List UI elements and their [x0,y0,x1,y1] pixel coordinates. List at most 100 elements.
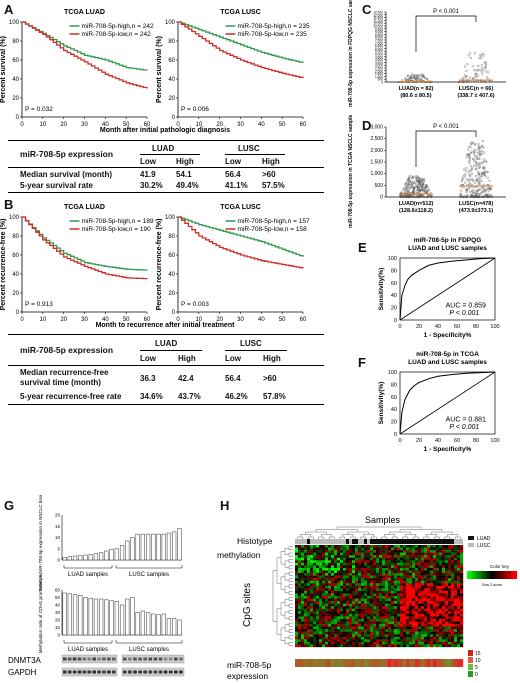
heatmap-cell [418,626,422,630]
heatmap-cell [451,552,455,556]
heatmap-cell [442,583,446,587]
heatmap-cell [388,636,392,640]
heatmap-cell [415,606,419,609]
data-point [477,173,480,176]
heatmap-cell [304,575,308,579]
data-point [418,178,421,181]
heatmap-cell [424,639,428,643]
heatmap-cell [316,588,320,592]
heatmap-cell [451,570,455,574]
heatmap-cell [307,593,311,597]
heatmap-cell [406,603,410,607]
heatmap-cell [337,629,341,632]
heatmap-cell [301,590,305,594]
cell: 42.4 [178,374,194,383]
histotype-cell [367,539,370,544]
heatmap-cell [436,639,440,643]
heatmap-cell [295,585,299,589]
heatmap-cell [355,634,359,638]
heatmap-cell [400,636,404,640]
heatmap-cell [307,568,311,571]
heatmap-cell [298,583,302,587]
heatmap-cell [307,606,311,609]
heatmap-cell [406,611,410,615]
heatmap-cell [400,552,404,556]
heatmap-cell [325,578,329,581]
y-tick-label: 40 [168,272,175,278]
blot-band [148,657,153,661]
heatmap-cell [385,636,389,640]
heatmap-cell [394,596,398,599]
heatmap-cell [358,596,362,599]
heatmap-cell [418,575,422,579]
heatmap-cell [406,644,410,648]
heatmap-cell [373,568,377,571]
heatmap-cell [421,585,425,589]
heatmap-cell [427,560,431,564]
blot-band [67,657,72,661]
heatmap-cell [385,560,389,564]
data-point [404,195,407,198]
heatmap-cell [310,590,314,594]
legend-swatch-lusc [468,543,474,547]
heatmap-cell [385,639,389,643]
heatmap-cell [445,596,449,599]
data-point [475,191,478,194]
data-point [482,195,485,198]
bar [135,612,140,636]
heatmap-cell [370,557,374,561]
y-tick-label: 0 [394,318,397,324]
heatmap-cell [322,634,326,638]
heatmap-cell [376,562,380,566]
heatmap-cell [310,634,314,638]
y-tick-label: 8,000 [375,36,383,40]
heatmap-cell [367,631,371,635]
heatmap-cell [361,547,365,551]
bar [99,598,104,636]
heatmap-cell [412,613,416,617]
data-point [425,77,428,80]
x-tick-label: 40 [435,324,441,330]
heatmap-cell [334,580,338,584]
heatmap-cell [406,626,410,630]
heatmap-cell [322,555,326,558]
heatmap-cell [319,573,323,576]
data-point [415,195,418,199]
heatmap-cell [415,596,419,599]
data-point [480,64,483,67]
heatmap-cell [439,570,443,574]
heatmap-cell [361,578,365,581]
heatmap-cell [346,550,350,553]
heatmap-cell [379,580,383,584]
y-tick-label: 5,000 [375,53,383,57]
heatmap-cell [433,550,437,553]
cell: >60 [263,374,277,383]
heatmap-cell [304,603,308,607]
heatmap-cell [448,596,452,599]
heatmap-cell [415,547,419,551]
heatmap-cell [337,545,341,548]
heatmap-cell [310,565,314,569]
data-point [486,171,489,174]
heatmap-cell [418,560,422,564]
heatmap-cell [370,583,374,587]
heatmap-cell [346,639,350,643]
heatmap-cell [433,603,437,607]
heatmap-cell [415,588,419,592]
heatmap-cell [397,568,401,571]
heatmap-cell [406,562,410,566]
expression-cell [346,659,350,667]
heatmap-cell [373,596,377,599]
heatmap-cell [427,616,431,620]
histotype-cell [376,539,379,544]
heatmap-cell [430,596,434,599]
heatmap-cell [376,583,380,587]
heatmap-cell [358,611,362,615]
heatmap-cell [433,621,437,625]
data-point [414,195,417,198]
heatmap-cell [448,555,452,558]
heatmap-cell [451,550,455,553]
heatmap-cell [364,565,368,569]
expression-cell [412,659,416,667]
